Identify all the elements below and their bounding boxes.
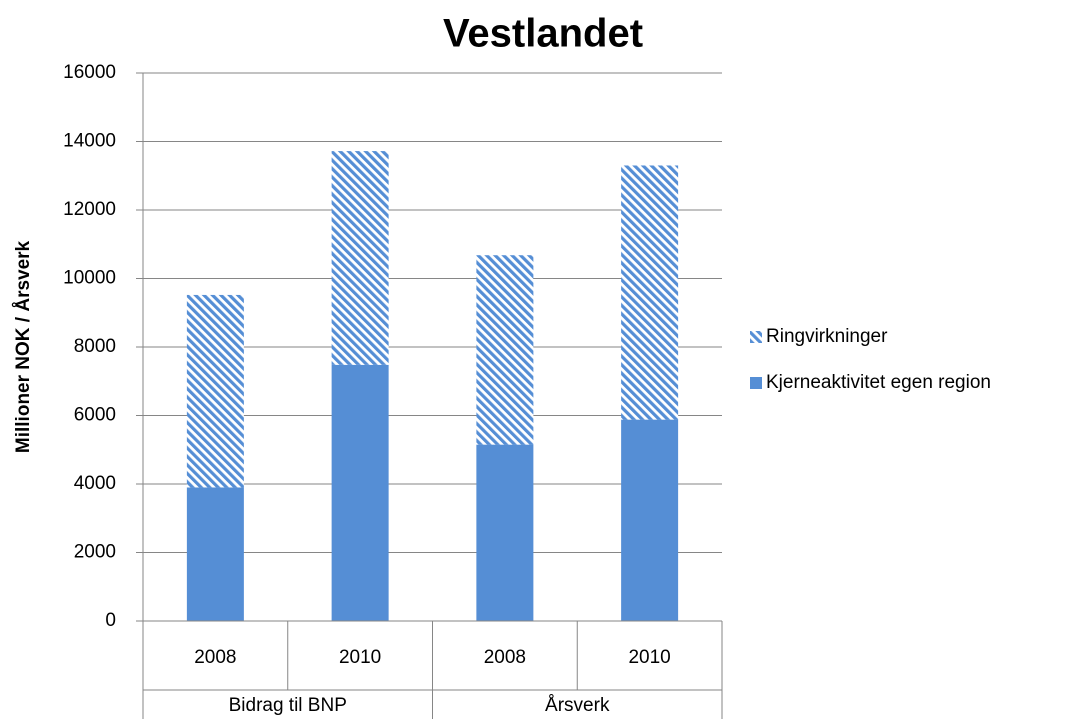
y-tick-label: 8000 xyxy=(74,336,116,357)
bar-segment xyxy=(186,487,244,621)
bar-segment xyxy=(186,294,244,488)
y-tick-label: 14000 xyxy=(63,131,116,152)
y-tick-label: 16000 xyxy=(63,62,116,83)
y-axis-label: Millioner NOK / Årsverk xyxy=(13,240,34,453)
y-tick-label: 6000 xyxy=(74,405,116,426)
x-tick-label: 2008 xyxy=(194,647,236,668)
y-tick-label: 2000 xyxy=(74,542,116,563)
y-tick-label: 4000 xyxy=(74,473,116,494)
bar-segment xyxy=(476,255,534,445)
bar-segment xyxy=(621,165,679,420)
y-tick-label: 10000 xyxy=(63,268,116,289)
bar-segment xyxy=(476,444,534,621)
chart-title: Vestlandet xyxy=(443,12,643,56)
group-label: Bidrag til BNP xyxy=(229,695,347,716)
y-tick-label: 0 xyxy=(105,610,116,631)
legend-label: Ringvirkninger xyxy=(766,326,888,347)
bar-segment xyxy=(331,364,389,621)
x-tick-label: 2010 xyxy=(628,647,670,668)
legend-label: Kjerneaktivitet egen region xyxy=(766,372,991,393)
x-tick-label: 2010 xyxy=(339,647,381,668)
bar-segment xyxy=(621,419,679,621)
group-label: Årsverk xyxy=(545,695,610,716)
legend-swatch xyxy=(750,331,762,343)
y-tick-label: 12000 xyxy=(63,199,116,220)
x-tick-label: 2008 xyxy=(484,647,526,668)
bar-segment xyxy=(331,151,389,365)
legend-swatch xyxy=(750,377,762,389)
